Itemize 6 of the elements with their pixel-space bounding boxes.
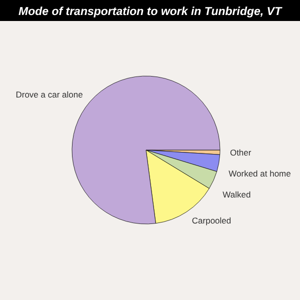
- slice-label: Drove a car alone: [16, 90, 84, 100]
- chart-title: Mode of transportation to work in Tunbridge, VT: [18, 6, 282, 18]
- slice-label: Walked: [222, 190, 251, 200]
- slice-label: Worked at home: [228, 168, 292, 179]
- slice-label: Other: [230, 148, 252, 158]
- slice-label: Carpooled: [192, 215, 232, 226]
